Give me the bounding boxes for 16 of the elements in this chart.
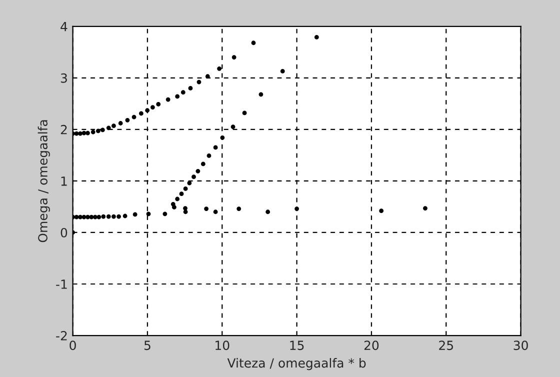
y-tick-label: 1 — [61, 176, 67, 186]
y-tick-label: -2 — [56, 331, 67, 340]
x-tick-label: 15 — [290, 340, 304, 350]
x-tick-label: 10 — [216, 340, 230, 350]
x-tick-label: 30 — [514, 340, 528, 350]
x-tick-label: 20 — [364, 340, 379, 350]
y-axis-title: Omega / omegaalfa — [38, 120, 50, 242]
x-tick-label: 0 — [70, 340, 76, 350]
y-tick-label: 4 — [60, 22, 68, 32]
x-axis-title: Viteza / omegaalfa * b — [227, 358, 366, 370]
y-tick-label: 2 — [60, 124, 67, 134]
y-tick-label: 0 — [60, 228, 68, 238]
y-tick-label: -1 — [56, 280, 67, 289]
x-tick-label: 5 — [144, 340, 150, 350]
y-tick-label: 3 — [60, 73, 67, 83]
x-tick-label: 25 — [439, 340, 453, 350]
